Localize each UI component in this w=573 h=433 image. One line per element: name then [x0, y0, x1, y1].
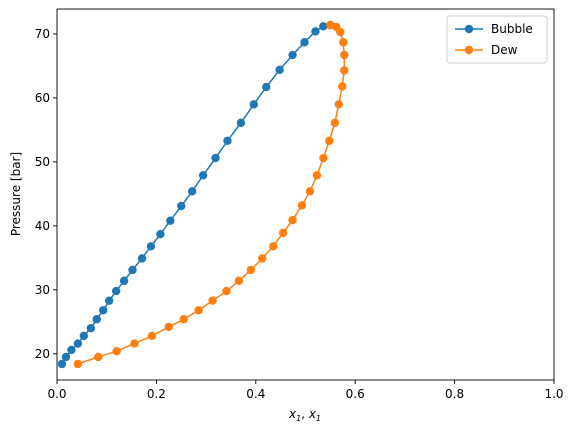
series-point-dew [194, 306, 203, 315]
x-axis-label-sub-2: 1 [316, 414, 321, 423]
series-point-bubble [67, 345, 76, 355]
series-point-bubble [128, 265, 137, 275]
series-point-bubble [211, 153, 220, 163]
series-point-bubble [187, 187, 197, 196]
series-point-bubble [236, 118, 246, 128]
series-point-bubble [73, 339, 83, 348]
series-point-dew [208, 296, 217, 305]
x-axis-label-base-1: x [288, 407, 297, 421]
legend-label-dew: Dew [491, 43, 518, 57]
series-point-dew [330, 118, 340, 128]
series-point-dew [147, 331, 157, 341]
series-point-bubble [262, 82, 271, 92]
legend-label-bubble: Bubble [491, 22, 533, 36]
series-point-bubble [319, 22, 328, 31]
y-tick-label: 60 [35, 91, 50, 105]
series-point-dew [94, 352, 103, 362]
series-point-bubble [61, 352, 71, 362]
x-axis-label-sub-1: 1 [296, 414, 301, 423]
series-point-dew [268, 242, 278, 251]
y-tick-label: 30 [35, 283, 50, 297]
y-tick-label: 70 [35, 27, 50, 41]
series-point-dew [164, 322, 174, 332]
legend-marker-bubble [464, 24, 474, 34]
series-point-dew [234, 276, 244, 286]
series-point-bubble [223, 136, 232, 145]
series-point-dew [288, 215, 297, 225]
series-point-bubble [119, 276, 129, 286]
x-tick-label: 0.6 [346, 387, 365, 401]
axes: 0.0 0.2 0.4 0.6 0.8 1.0 20 30 40 50 60 70 [35, 8, 564, 401]
series-point-bubble [177, 201, 186, 211]
series-point-dew [278, 228, 288, 238]
series-point-bubble [146, 242, 156, 251]
series-point-bubble [166, 216, 175, 225]
y-axis-label: Pressure [bar] [9, 152, 23, 236]
x-axis-label: x1, x1 [288, 407, 321, 423]
series-point-dew [297, 201, 307, 210]
series-point-dew [319, 153, 328, 163]
series-point-bubble [249, 100, 259, 109]
series-point-bubble [86, 323, 96, 333]
plot-area [57, 20, 349, 369]
series-point-bubble [79, 331, 89, 341]
series-point-dew [339, 38, 348, 47]
axis-labels: x1, x1 Pressure [bar] [9, 152, 321, 423]
series-point-dew [334, 100, 343, 109]
x-tick-label: 0.4 [246, 387, 265, 401]
legend-marker-dew [464, 45, 474, 55]
series-point-dew [258, 254, 267, 263]
series-point-dew [340, 66, 349, 75]
x-tick-label: 0.2 [147, 387, 166, 401]
series-point-dew [340, 50, 349, 60]
series-point-bubble [156, 229, 165, 239]
y-tick-label: 20 [35, 347, 50, 361]
series-point-dew [222, 286, 231, 296]
series-point-bubble [198, 171, 208, 180]
series-point-dew [305, 187, 315, 196]
series-point-bubble [300, 38, 309, 47]
series-point-bubble [92, 315, 101, 324]
x-tick-label: 0.0 [47, 387, 66, 401]
y-tick-label: 50 [35, 155, 50, 169]
x-axis-label-sep: , [301, 407, 309, 421]
series-point-bubble [137, 254, 147, 263]
series-point-bubble [57, 359, 67, 369]
series-point-dew [73, 359, 83, 369]
x-tick-label: 1.0 [544, 387, 563, 401]
series-point-bubble [288, 50, 297, 60]
series-point-dew [312, 171, 322, 180]
series-point-bubble [99, 306, 108, 315]
x-tick-label: 0.8 [445, 387, 464, 401]
series-point-bubble [104, 296, 114, 305]
series-point-bubble [111, 286, 121, 296]
y-tick-label: 40 [35, 219, 50, 233]
legend: Bubble Dew [446, 15, 548, 64]
series-point-dew [246, 265, 256, 275]
series-point-bubble [311, 27, 320, 36]
series-point-dew [338, 82, 347, 91]
plot-frame [56, 8, 555, 381]
series-point-dew [326, 20, 335, 30]
series-point-dew [112, 347, 121, 356]
series-point-dew [179, 315, 188, 324]
series-point-dew [325, 136, 334, 145]
x-axis-label-base-2: x [308, 407, 317, 421]
series-point-dew [130, 339, 139, 348]
series-point-bubble [275, 65, 284, 74]
